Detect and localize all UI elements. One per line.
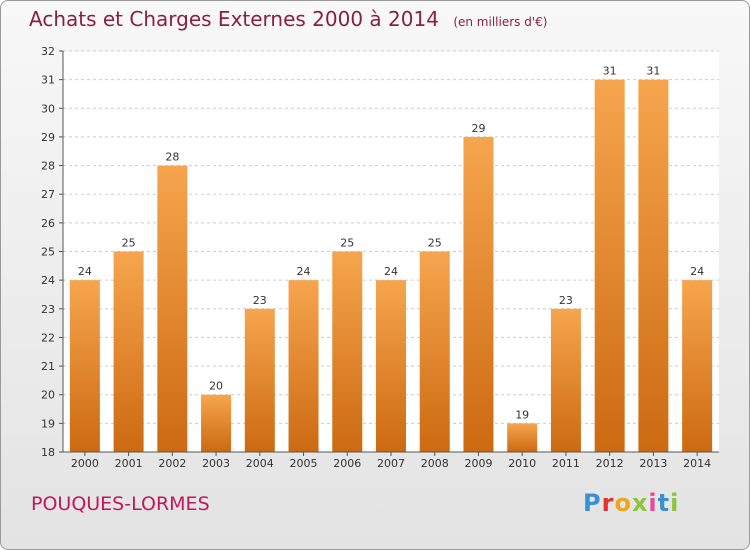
x-tick-label: 2002 [158,457,186,470]
bar-value-label: 24 [297,265,311,278]
x-tick-label: 2013 [639,457,667,470]
bar-2001 [113,251,144,452]
y-tick-label: 21 [41,360,55,373]
x-tick-label: 2011 [552,457,580,470]
bar-2014 [682,280,713,452]
y-tick-label: 25 [41,246,55,259]
chart-title-text: Achats et Charges Externes 2000 à 2014 [29,7,439,31]
bar-2010 [507,423,538,452]
bar-value-label: 23 [253,294,267,307]
bar-value-label: 24 [690,265,704,278]
bar-value-label: 23 [559,294,573,307]
bar-value-label: 25 [122,237,136,250]
bar-2008 [419,251,450,452]
y-tick-label: 29 [41,131,55,144]
chart-subtitle: (en milliers d'€) [453,15,548,29]
commune-name: POUQUES-LORMES [31,493,210,515]
bar-2009 [463,136,494,452]
logo-letter: P [583,489,602,517]
x-tick-label: 2010 [508,457,536,470]
bar-value-label: 24 [78,265,92,278]
x-axis: 2000 2001 2002 2003 2004 2005 2006 2007 2008 2009… [63,451,719,470]
y-tick-label: 26 [41,217,55,230]
bar-value-label: 28 [165,151,179,164]
bar-value-label: 25 [428,237,442,250]
logo-letter: x [631,489,649,517]
bar-value-label: 24 [384,265,398,278]
x-tick-label: 2004 [246,457,274,470]
bars: 24 25 28 20 23 24 25 24 25 29 19 23 31 31 24 [69,65,713,453]
y-tick-label: 28 [41,160,55,173]
bar-2013 [638,79,669,453]
bar-2005 [288,280,319,452]
x-tick-label: 2005 [290,457,318,470]
bar-2006 [332,251,363,452]
bar-2011 [550,308,581,452]
bar-value-label: 25 [340,237,354,250]
y-tick-label: 18 [41,446,55,459]
y-tick-label: 31 [41,74,55,87]
x-tick-label: 2003 [202,457,230,470]
x-tick-label: 2012 [596,457,624,470]
logo-letter: o [614,489,632,517]
x-tick-label: 2001 [115,457,143,470]
x-tick-label: 2000 [71,457,99,470]
bar-2003 [201,394,232,452]
x-tick-label: 2014 [683,457,711,470]
y-tick-label: 24 [41,274,55,287]
y-axis: 18 19 20 21 22 23 24 25 26 27 28 29 30 31 32 [41,45,64,459]
bar-2004 [244,308,275,452]
bar-2002 [157,165,188,453]
bar-value-label: 19 [515,408,529,421]
y-tick-label: 22 [41,331,55,344]
x-tick-label: 2009 [464,457,492,470]
y-tick-label: 30 [41,102,55,115]
y-tick-label: 27 [41,188,55,201]
bar-2000 [69,280,100,452]
proxiti-logo[interactable]: Proxiti [583,489,679,517]
y-tick-label: 32 [41,45,55,58]
bar-2012 [594,79,625,453]
x-tick-label: 2008 [421,457,449,470]
logo-letter: t [657,489,671,517]
chart-title: Achats et Charges Externes 2000 à 2014 (… [29,7,547,31]
bar-value-label: 31 [646,65,660,78]
bar-value-label: 20 [209,380,223,393]
bar-value-label: 31 [603,65,617,78]
y-tick-label: 19 [41,417,55,430]
y-tick-label: 23 [41,303,55,316]
x-tick-label: 2006 [333,457,361,470]
bar-2007 [376,280,406,452]
bar-value-label: 29 [471,122,485,135]
y-tick-label: 20 [41,389,55,402]
x-tick-label: 2007 [377,457,405,470]
logo-letter: i [670,489,680,517]
logo-letter: i [648,489,658,517]
logo-letter: r [601,489,615,517]
